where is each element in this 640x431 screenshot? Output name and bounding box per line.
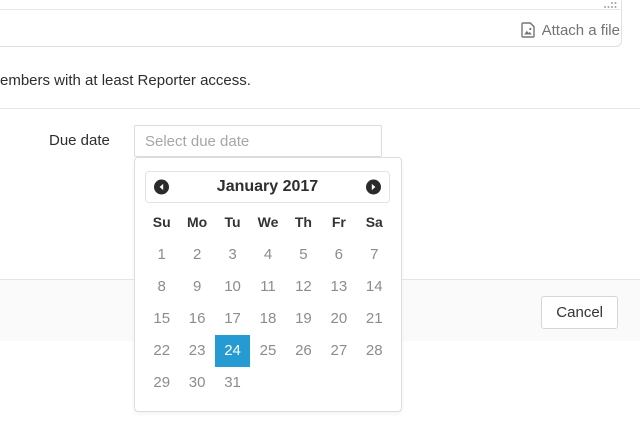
prev-month-button[interactable]: [154, 179, 169, 198]
datepicker: January 2017 Su Mo Tu We Th Fr Sa 1 2 3 4 5 6 7 8 9 10 1…: [134, 157, 402, 412]
section-divider: [0, 108, 640, 109]
next-month-button[interactable]: [366, 179, 381, 198]
calendar-day[interactable]: 5: [299, 246, 308, 263]
comment-editor-box: [0, 0, 622, 47]
calendar-day[interactable]: 21: [365, 310, 383, 327]
calendar-day[interactable]: 4: [263, 246, 273, 263]
calendar-day[interactable]: 25: [259, 342, 277, 359]
calendar-day-empty: [357, 367, 392, 399]
calendar-day[interactable]: 30: [188, 374, 206, 391]
calendar-day[interactable]: 12: [295, 278, 312, 295]
calendar-day[interactable]: 22: [153, 342, 171, 359]
calendar-day[interactable]: 9: [192, 278, 202, 295]
calendar-day-empty: [286, 367, 321, 399]
calendar-day[interactable]: 10: [224, 278, 241, 295]
calendar-day[interactable]: 19: [295, 310, 312, 327]
attach-file-link[interactable]: Attach a file: [520, 21, 620, 39]
calendar-day[interactable]: 11: [260, 278, 276, 295]
calendar-day[interactable]: 14: [365, 278, 383, 295]
calendar-day[interactable]: 13: [330, 278, 348, 295]
calendar-weekday: Su: [152, 214, 171, 230]
calendar-day[interactable]: 29: [153, 374, 171, 391]
chevron-left-circle-icon: [154, 179, 169, 198]
calendar-day[interactable]: 17: [224, 310, 241, 327]
calendar-day[interactable]: 20: [330, 310, 348, 327]
calendar-weekdays: Su Mo Tu We Th Fr Sa: [144, 212, 392, 232]
textarea-bottom-border: [0, 9, 620, 10]
due-date-label: Due date: [49, 132, 110, 149]
calendar-day[interactable]: 1: [157, 246, 166, 263]
file-image-icon: [520, 22, 535, 38]
attach-file-label: Attach a file: [541, 21, 620, 39]
chevron-right-circle-icon: [366, 179, 381, 198]
calendar-day[interactable]: 31: [224, 374, 241, 391]
calendar-weekday: We: [257, 214, 279, 230]
calendar-day[interactable]: 16: [188, 310, 206, 327]
calendar-day[interactable]: 6: [334, 246, 344, 263]
calendar-day[interactable]: 23: [188, 342, 206, 359]
datepicker-header: January 2017: [145, 171, 390, 203]
help-text: embers with at least Reporter access.: [0, 72, 251, 89]
calendar-day[interactable]: 27: [330, 342, 348, 359]
calendar-day[interactable]: 15: [153, 310, 171, 327]
calendar-days: 1 2 3 4 5 6 7 8 9 10 11 12 13 14 15 16 17 18 19 20 21 22 23 24 2…: [144, 239, 392, 399]
calendar-day[interactable]: 2: [192, 246, 202, 263]
calendar-day[interactable]: 18: [259, 310, 277, 327]
calendar-day-empty: [321, 367, 356, 399]
calendar-day[interactable]: 28: [365, 342, 383, 359]
calendar-weekday: Mo: [187, 214, 208, 230]
calendar-day[interactable]: 8: [157, 278, 166, 295]
resize-grip-icon[interactable]: [603, 1, 617, 9]
calendar-day[interactable]: 24: [214, 335, 251, 367]
calendar-day[interactable]: 7: [370, 246, 379, 263]
calendar-day[interactable]: 3: [228, 246, 237, 263]
due-date-input[interactable]: [134, 125, 382, 157]
calendar-weekday: Fr: [331, 214, 346, 230]
calendar-day-empty: [250, 367, 285, 399]
calendar-day[interactable]: 26: [295, 342, 312, 359]
calendar-weekday: Tu: [224, 214, 241, 230]
calendar-weekday: Sa: [365, 214, 383, 230]
calendar-weekday: Th: [294, 214, 312, 230]
cancel-button[interactable]: Cancel: [541, 296, 618, 329]
month-year-title: January 2017: [216, 178, 319, 195]
